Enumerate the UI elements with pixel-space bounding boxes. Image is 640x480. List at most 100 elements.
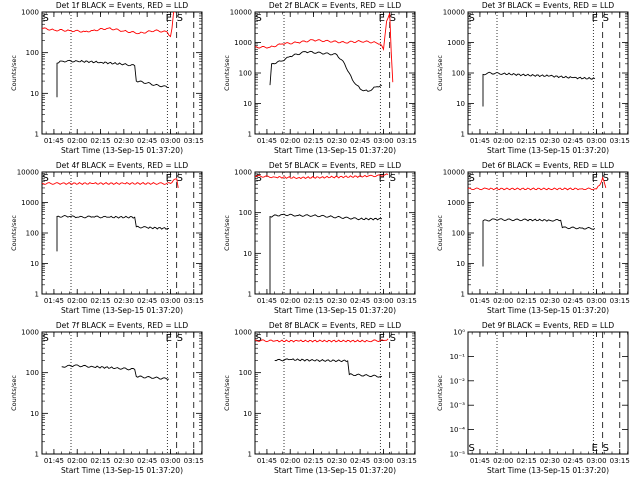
- events-rate-line: [482, 218, 596, 267]
- panel-title: Det 3f BLACK = Events, RED = LLD: [482, 1, 615, 10]
- x-tick-label: 02:00: [493, 137, 513, 145]
- segment-marker-label: E: [592, 13, 598, 24]
- x-tick-label: 03:00: [160, 457, 180, 465]
- x-tick-label: 03:00: [160, 137, 180, 145]
- x-tick-label: 03:15: [184, 137, 204, 145]
- x-tick-label: 02:45: [137, 137, 157, 145]
- x-tick-label: 01:45: [44, 297, 64, 305]
- y-tick-label: 10: [30, 410, 39, 418]
- panel-title: Det 6f BLACK = Events, RED = LLD: [482, 161, 615, 170]
- x-tick-label: 03:15: [610, 457, 630, 465]
- x-tick-label: 02:45: [137, 457, 157, 465]
- y-tick-label: 1: [248, 291, 252, 299]
- y-tick-label: 1000: [234, 329, 252, 337]
- x-tick-label: 02:00: [280, 137, 300, 145]
- y-tick-label: 10000: [443, 169, 465, 177]
- lld-rate-line: [255, 173, 389, 180]
- x-tick-label: 01:45: [470, 457, 490, 465]
- x-axis-label: Start Time (13-Sep-15 01:37:20): [274, 306, 396, 315]
- detector-panel: Det 9f BLACK = Events, RED = LLD Counts/s…: [436, 321, 630, 475]
- segment-marker-label: S: [603, 13, 609, 24]
- events-rate-line: [56, 215, 169, 252]
- x-tick-label: 01:45: [257, 297, 277, 305]
- plot-frame: [254, 331, 416, 455]
- plot-frame: [254, 11, 416, 135]
- x-axis-label: Start Time (13-Sep-15 01:37:20): [61, 146, 183, 155]
- segment-marker-label: S: [468, 173, 474, 184]
- x-tick-label: 02:30: [327, 137, 347, 145]
- x-axis-label: Start Time (13-Sep-15 01:37:20): [274, 466, 396, 475]
- y-axis-label: Counts/sec: [223, 375, 231, 411]
- x-axis-label: Start Time (13-Sep-15 01:37:20): [61, 466, 183, 475]
- events-rate-line: [482, 71, 596, 107]
- segment-marker-label: S: [390, 333, 396, 344]
- x-tick-label: 02:00: [493, 457, 513, 465]
- x-tick-label: 02:30: [540, 297, 560, 305]
- x-tick-label: 02:15: [90, 137, 110, 145]
- detector-panel: Det 6f BLACK = Events, RED = LLD Counts/s…: [436, 161, 630, 315]
- segment-marker-label: S: [177, 13, 183, 24]
- y-tick-label: 100: [452, 230, 465, 238]
- x-tick-label: 03:15: [397, 137, 417, 145]
- x-tick-label: 02:45: [350, 457, 370, 465]
- y-tick-label: 100: [239, 70, 252, 78]
- detector-panel: Det 2f BLACK = Events, RED = LLD Counts/s…: [223, 1, 417, 155]
- x-tick-label: 03:00: [586, 297, 606, 305]
- x-tick-label: 03:15: [610, 137, 630, 145]
- x-tick-label: 03:00: [160, 297, 180, 305]
- y-tick-label: 10: [243, 100, 252, 108]
- x-tick-label: 02:30: [540, 137, 560, 145]
- x-tick-label: 02:30: [540, 457, 560, 465]
- x-tick-label: 02:00: [67, 137, 87, 145]
- x-axis-label: Start Time (13-Sep-15 01:37:20): [487, 466, 609, 475]
- lld-rate-line: [468, 176, 607, 191]
- x-tick-label: 01:45: [470, 137, 490, 145]
- x-axis-label: Start Time (13-Sep-15 01:37:20): [487, 146, 609, 155]
- y-tick-label: 1: [248, 131, 252, 139]
- y-tick-label: 10⁻³: [450, 402, 466, 410]
- detector-panel: Det 3f BLACK = Events, RED = LLD Counts/s…: [436, 1, 630, 155]
- y-tick-label: 100: [26, 49, 39, 57]
- events-rate-line: [274, 358, 382, 378]
- x-tick-label: 02:15: [90, 457, 110, 465]
- x-tick-label: 02:15: [516, 457, 536, 465]
- y-tick-label: 1000: [234, 169, 252, 177]
- plot-frame: [41, 11, 203, 135]
- x-tick-label: 03:15: [610, 297, 630, 305]
- x-tick-label: 02:45: [137, 297, 157, 305]
- x-tick-label: 02:00: [493, 297, 513, 305]
- y-tick-label: 10⁻²: [450, 377, 466, 385]
- x-tick-label: 02:30: [114, 297, 134, 305]
- segment-marker-label: S: [603, 173, 609, 184]
- y-tick-label: 1000: [21, 199, 39, 207]
- segment-marker-label: E: [379, 173, 385, 184]
- y-tick-label: 10: [30, 90, 39, 98]
- detector-panel: Det 5f BLACK = Events, RED = LLD Counts/s…: [223, 161, 417, 315]
- y-axis-label: Counts/sec: [10, 55, 18, 91]
- segment-marker-label: S: [42, 333, 48, 344]
- lld-rate-line: [42, 12, 176, 38]
- segment-marker-label: E: [166, 333, 172, 344]
- y-tick-label: 1: [35, 131, 39, 139]
- events-rate-line: [269, 50, 383, 92]
- plot-frame: [467, 171, 629, 295]
- y-tick-label: 1: [35, 291, 39, 299]
- panel-title: Det 8f BLACK = Events, RED = LLD: [269, 321, 402, 330]
- plot-frame: [467, 11, 629, 135]
- y-tick-label: 1000: [447, 199, 465, 207]
- y-axis-label: Counts/sec: [436, 55, 444, 91]
- y-tick-label: 1000: [21, 9, 39, 17]
- plot-frame: [41, 331, 203, 455]
- y-tick-label: 1: [461, 131, 465, 139]
- x-tick-label: 02:15: [303, 297, 323, 305]
- segment-marker-label: E: [379, 13, 385, 24]
- detector-panel: Det 7f BLACK = Events, RED = LLD Counts/s…: [10, 321, 204, 475]
- x-tick-label: 01:45: [257, 137, 277, 145]
- segment-marker-label: S: [177, 333, 183, 344]
- x-tick-label: 03:15: [184, 457, 204, 465]
- segment-marker-label: S: [255, 173, 261, 184]
- segment-marker-label: S: [390, 173, 396, 184]
- lld-rate-line: [42, 178, 179, 188]
- x-tick-label: 01:45: [44, 137, 64, 145]
